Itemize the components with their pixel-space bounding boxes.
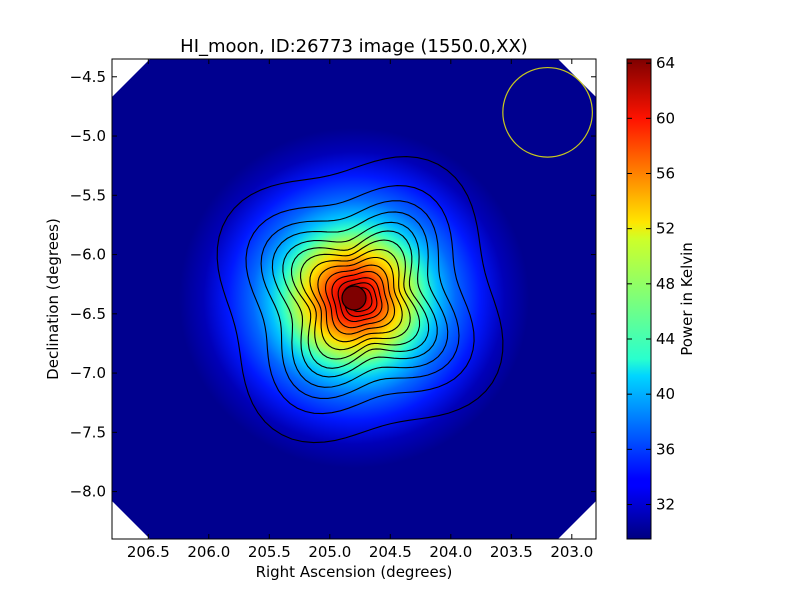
y-tick-label: −5.5 <box>70 186 106 204</box>
plot-frame <box>111 58 597 540</box>
y-axis-ticks: −4.5 −5.0 −5.5 −6.0 −6.5 −7.0 −7.5 −8.0 <box>70 68 596 501</box>
contour-line <box>309 248 411 351</box>
contour-line <box>331 270 389 329</box>
y-tick-label: −7.0 <box>70 364 106 382</box>
colorbar-tick-label: 56 <box>656 164 675 182</box>
x-tick-label: 203.5 <box>490 543 533 561</box>
chart-title: HI_moon, ID:26773 image (1550.0,XX) <box>180 36 528 57</box>
contour-line <box>216 156 504 444</box>
contour-line <box>325 264 396 335</box>
x-tick-label: 206.5 <box>127 543 170 561</box>
contour-line <box>290 230 430 369</box>
colorbar-tick-label: 32 <box>656 496 675 514</box>
y-tick-label: −5.0 <box>70 127 106 145</box>
contour-line <box>300 239 421 360</box>
contour-line <box>337 277 383 323</box>
x-tick-label: 205.0 <box>308 543 351 561</box>
colorbar-label: Power in Kelvin <box>678 242 696 356</box>
x-tick-label: 204.0 <box>429 543 472 561</box>
x-axis-ticks: 206.5 206.0 205.5 205.0 204.5 204.0 203.5 203.0 <box>127 59 593 561</box>
colorbar <box>626 58 652 540</box>
colorbar-tick-label: 36 <box>656 440 675 458</box>
x-tick-label: 205.5 <box>248 543 291 561</box>
contour-lines <box>216 156 504 444</box>
x-tick-label: 206.0 <box>187 543 230 561</box>
contour-line <box>245 185 475 415</box>
contour-line <box>282 221 438 378</box>
colorbar-tick-label: 44 <box>656 330 675 348</box>
x-tick-label: 203.0 <box>550 543 593 561</box>
contour-line <box>260 200 460 399</box>
colorbar-tick-label: 60 <box>656 109 675 127</box>
source-peak-marker <box>341 285 367 311</box>
y-tick-label: −8.0 <box>70 483 106 501</box>
colorbar-tick-label: 40 <box>656 385 675 403</box>
colorbar-tick-label: 48 <box>656 275 675 293</box>
colorbar-ticks: 32 36 40 44 48 52 56 60 64 <box>627 54 675 514</box>
colorbar-tick-label: 64 <box>656 54 675 72</box>
beam-circle <box>502 66 593 158</box>
y-axis-label: Declination (degrees) <box>44 218 62 380</box>
contour-line <box>317 256 403 343</box>
y-tick-label: −7.5 <box>70 423 106 441</box>
colorbar-tick-label: 52 <box>656 220 675 238</box>
x-tick-label: 204.5 <box>369 543 412 561</box>
contour-line <box>271 211 449 388</box>
y-tick-label: −6.0 <box>70 246 106 264</box>
y-tick-label: −4.5 <box>70 68 106 86</box>
y-tick-label: −6.5 <box>70 305 106 323</box>
x-axis-label: Right Ascension (degrees) <box>256 563 453 581</box>
